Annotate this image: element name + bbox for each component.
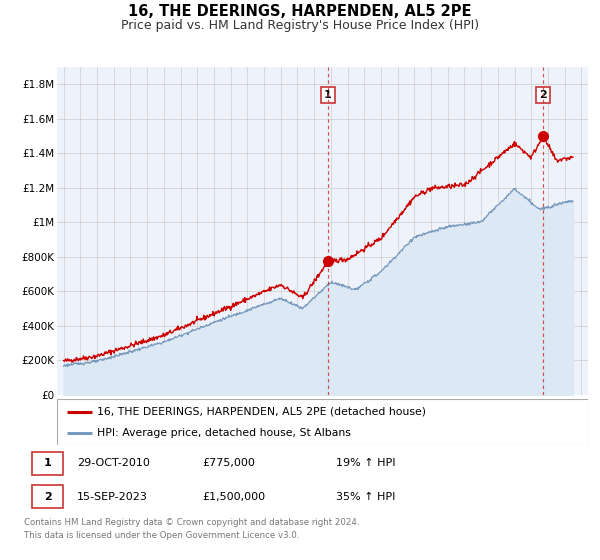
Text: 16, THE DEERINGS, HARPENDEN, AL5 2PE (detached house): 16, THE DEERINGS, HARPENDEN, AL5 2PE (de… [97,407,426,417]
FancyBboxPatch shape [32,485,63,508]
Text: £1,500,000: £1,500,000 [203,492,266,502]
Text: £775,000: £775,000 [203,458,256,468]
Text: 1: 1 [324,90,332,100]
Text: 2: 2 [44,492,52,502]
Text: 29-OCT-2010: 29-OCT-2010 [77,458,150,468]
Text: 19% ↑ HPI: 19% ↑ HPI [337,458,396,468]
Text: 15-SEP-2023: 15-SEP-2023 [77,492,148,502]
Text: Price paid vs. HM Land Registry's House Price Index (HPI): Price paid vs. HM Land Registry's House … [121,19,479,32]
FancyBboxPatch shape [32,451,63,475]
Text: 2: 2 [539,90,547,100]
Text: HPI: Average price, detached house, St Albans: HPI: Average price, detached house, St A… [97,428,350,438]
Text: 16, THE DEERINGS, HARPENDEN, AL5 2PE: 16, THE DEERINGS, HARPENDEN, AL5 2PE [128,4,472,20]
Text: 35% ↑ HPI: 35% ↑ HPI [337,492,396,502]
Text: 1: 1 [44,458,52,468]
Text: Contains HM Land Registry data © Crown copyright and database right 2024.: Contains HM Land Registry data © Crown c… [24,518,359,527]
Text: This data is licensed under the Open Government Licence v3.0.: This data is licensed under the Open Gov… [24,531,299,540]
